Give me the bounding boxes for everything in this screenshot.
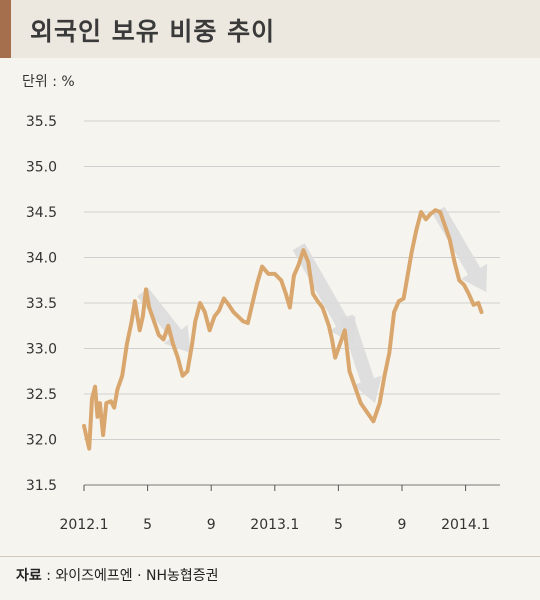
y-tick-label: 35.5: [26, 114, 57, 130]
unit-label: 단위 : %: [22, 74, 75, 90]
series-layer: [82, 208, 484, 451]
series-line-foreign-holding: [82, 208, 484, 451]
source-divider: [0, 556, 540, 557]
x-tick-label: 5: [143, 517, 152, 533]
x-tick-label: 2013.1: [250, 517, 299, 533]
chart-title: 외국인 보유 비중 추이: [30, 17, 276, 46]
source-note: 자료 : 와이즈에프엔 · NH농협증권: [16, 565, 219, 585]
x-tick-label: 9: [207, 517, 216, 533]
tick-labels: 35.5 35.0 34.5 34.0 33.5 33.0 32.5 32.0 31.5 2012…: [26, 114, 490, 533]
y-tick-label: 33.0: [26, 342, 57, 358]
y-tick-label: 34.0: [26, 251, 57, 267]
y-tick-label: 35.0: [26, 160, 57, 176]
x-tick-label: 2012.1: [60, 517, 109, 533]
y-tick-label: 31.5: [26, 478, 57, 494]
trend-arrow: [339, 314, 382, 404]
header-accent-bar: [0, 0, 11, 58]
chart-header: 외국인 보유 비중 추이: [0, 0, 540, 58]
x-tick-label: 2014.1: [441, 517, 490, 533]
x-tick-label: 9: [398, 517, 407, 533]
source-label: 자료: [16, 568, 42, 584]
x-tick-label: 5: [334, 517, 343, 533]
y-tick-label: 34.5: [26, 205, 57, 221]
axes: [83, 484, 500, 491]
y-tick-label: 32.5: [26, 387, 57, 403]
y-tick-label: 32.0: [26, 433, 57, 449]
annotation-arrows: [137, 206, 488, 404]
source-text: : 와이즈에프엔 · NH농협증권: [41, 568, 219, 584]
y-tick-label: 33.5: [26, 296, 57, 312]
